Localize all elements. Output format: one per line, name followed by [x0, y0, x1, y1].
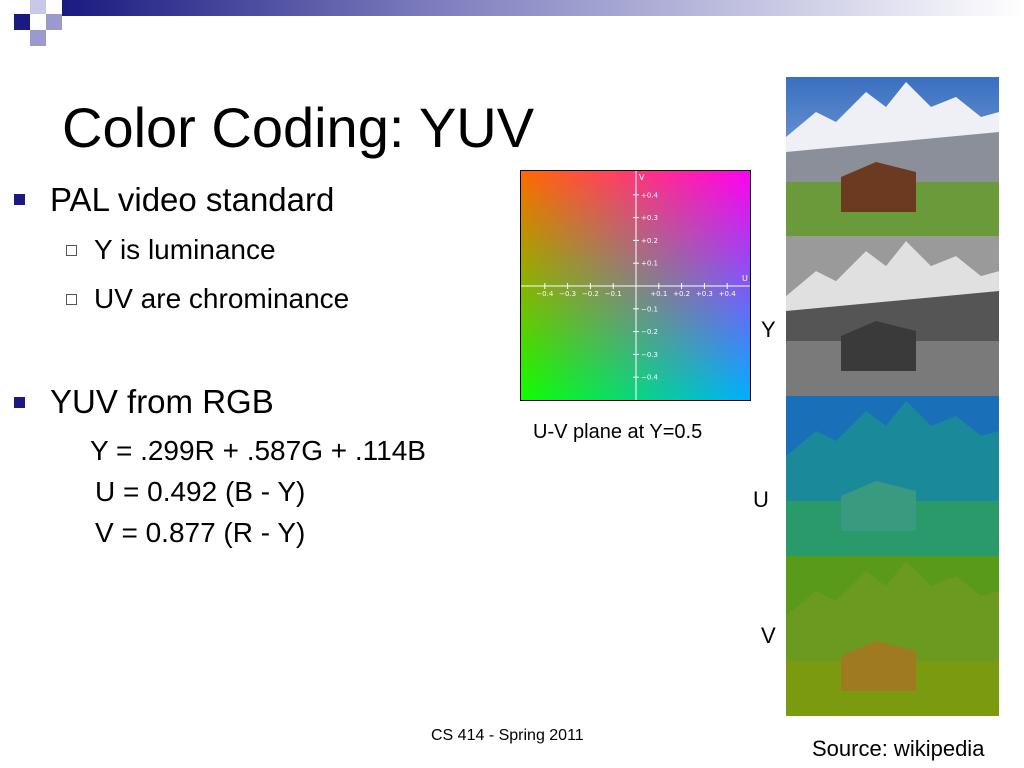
u-tick-label: +0.3 — [696, 290, 713, 298]
image-label: Y — [761, 317, 776, 342]
source: Source: wikipedia — [812, 736, 985, 761]
u-tick-label: +0.2 — [673, 290, 690, 298]
sub-bullet: Y is luminance — [94, 234, 276, 265]
footer: CS 414 - Spring 2011 — [431, 727, 584, 744]
u-tick-label: +0.1 — [650, 290, 667, 298]
equation: Y = .299R + .587G + .114B — [90, 435, 426, 466]
bullet-icon — [14, 397, 25, 408]
u-tick-label: −0.3 — [559, 290, 576, 298]
v-tick-label: +0.4 — [641, 191, 659, 199]
photo-strip — [786, 77, 999, 716]
v-tick-label: +0.2 — [641, 237, 658, 245]
image-label: U — [753, 487, 769, 512]
slide-title: Color Coding: YUV — [62, 96, 535, 159]
v-axis-label: V — [639, 173, 645, 182]
v-tick-label: −0.2 — [641, 328, 658, 336]
v-tick-label: −0.4 — [641, 374, 659, 382]
photo-color — [786, 77, 999, 237]
u-tick-label: −0.2 — [582, 290, 599, 298]
image-label: V — [761, 623, 776, 648]
u-tick-label: +0.4 — [719, 290, 737, 298]
u-tick-label: −0.1 — [605, 290, 622, 298]
bullet: PAL video standard — [50, 181, 335, 218]
photo-u — [786, 396, 999, 556]
photo-y — [786, 236, 999, 396]
sub-bullet-icon — [66, 245, 77, 256]
v-tick-label: −0.3 — [641, 351, 658, 359]
equation: U = 0.492 (B - Y) — [95, 476, 306, 507]
v-tick-label: +0.3 — [641, 214, 658, 222]
bullet: YUV from RGB — [50, 383, 274, 420]
caption: U-V plane at Y=0.5 — [533, 421, 703, 443]
equation: V = 0.877 (R - Y) — [95, 517, 306, 548]
uv-axes: −0.4 −0.3 −0.2 −0.1 +0.1 +0.2 +0.3 +0.4 +0.4 +0.3… — [521, 171, 750, 400]
uv-plane: −0.4 −0.3 −0.2 −0.1 +0.1 +0.2 +0.3 +0.4 +0.4 +0.3… — [520, 170, 751, 401]
u-tick-label: −0.4 — [536, 290, 554, 298]
v-tick-label: +0.1 — [641, 260, 658, 268]
sub-bullet-icon — [66, 294, 77, 305]
photo-v — [786, 556, 999, 716]
v-tick-label: −0.1 — [641, 305, 658, 313]
bullet-icon — [14, 194, 25, 205]
sub-bullet: UV are chrominance — [94, 283, 350, 314]
u-axis-label: U — [742, 274, 748, 283]
